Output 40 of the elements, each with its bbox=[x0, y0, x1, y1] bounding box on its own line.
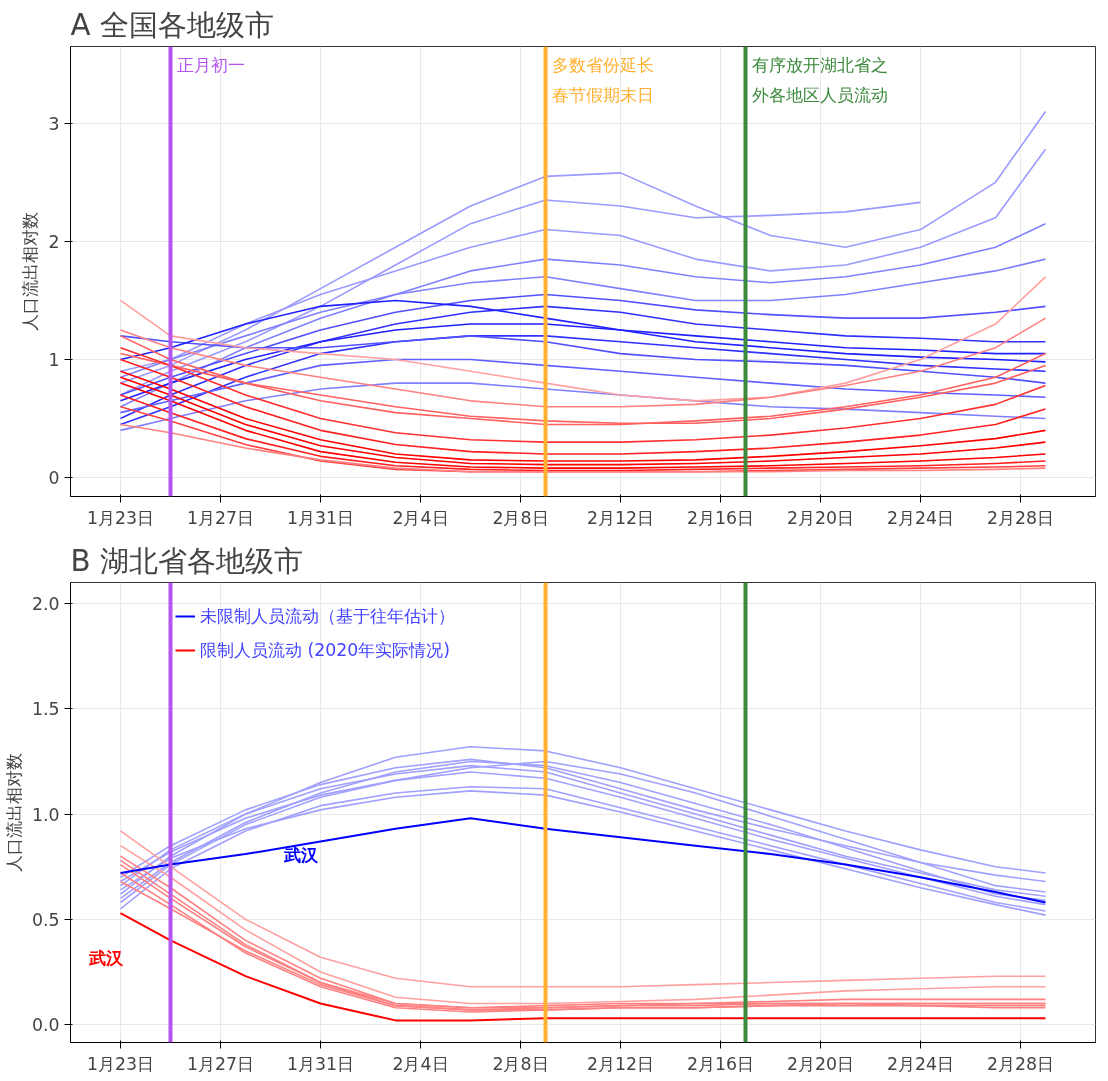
y-tick-label: 0.5 bbox=[31, 909, 60, 930]
x-tick-label: 2月12日 bbox=[586, 507, 655, 528]
x-tick-label: 2月24日 bbox=[886, 1053, 955, 1074]
x-tick-label: 1月23日 bbox=[86, 507, 155, 528]
y-tick-label: 3 bbox=[48, 113, 60, 134]
legend-label: 未限制人员流动（基于往年估计） bbox=[200, 605, 455, 628]
x-tick-label: 2月24日 bbox=[886, 507, 955, 528]
annotation: 武汉 bbox=[87, 948, 124, 969]
x-tick-label: 2月4日 bbox=[392, 1053, 449, 1074]
x-tick-label: 2月12日 bbox=[586, 1053, 655, 1074]
y-tick-label: 2 bbox=[48, 231, 60, 252]
x-tick-label: 1月31日 bbox=[286, 507, 355, 528]
ref-line-label: 多数省份延长春节假期末日 bbox=[551, 54, 654, 105]
x-tick-label: 2月4日 bbox=[392, 507, 449, 528]
y-tick-label: 2.0 bbox=[31, 594, 60, 615]
annotation: 武汉 bbox=[282, 845, 319, 866]
x-tick-label: 1月27日 bbox=[186, 1053, 255, 1074]
y-tick-label: 0.0 bbox=[31, 1015, 60, 1036]
x-tick-label: 2月20日 bbox=[786, 507, 855, 528]
x-tick-label: 1月31日 bbox=[286, 1053, 355, 1074]
x-tick-label: 1月27日 bbox=[186, 507, 255, 528]
x-tick-label: 2月16日 bbox=[686, 507, 755, 528]
y-axis-title: 人口流出相对数 bbox=[3, 753, 24, 872]
y-tick-label: 1.5 bbox=[31, 699, 60, 720]
x-tick-label: 2月28日 bbox=[986, 507, 1055, 528]
legend-label: 限制人员流动 (2020年实际情况) bbox=[200, 639, 451, 662]
ref-line-label: 有序放开湖北省之外各地区人员流动 bbox=[751, 54, 888, 105]
y-tick-label: 1 bbox=[48, 349, 60, 370]
x-tick-label: 2月8日 bbox=[492, 507, 549, 528]
ref-line-label: 正月初一 bbox=[176, 54, 245, 75]
x-tick-label: 2月28日 bbox=[986, 1053, 1055, 1074]
x-tick-label: 2月8日 bbox=[492, 1053, 549, 1074]
x-tick-label: 1月23日 bbox=[86, 1053, 155, 1074]
x-tick-label: 2月20日 bbox=[786, 1053, 855, 1074]
x-tick-label: 2月16日 bbox=[686, 1053, 755, 1074]
chart-title: B 湖北省各地级市 bbox=[70, 543, 303, 578]
y-axis-title: 人口流出相对数 bbox=[20, 212, 41, 331]
chart-title: A 全国各地级市 bbox=[70, 7, 274, 42]
y-tick-label: 0 bbox=[48, 468, 60, 489]
y-tick-label: 1.0 bbox=[31, 804, 60, 825]
